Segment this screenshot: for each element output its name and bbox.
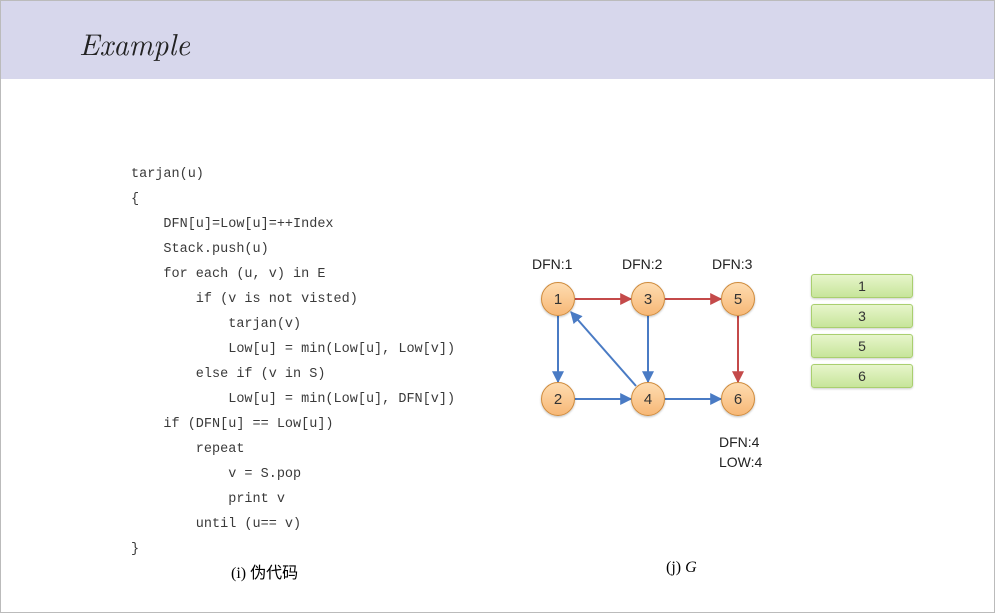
low-label: LOW:4 [719,454,762,470]
caption-left: (i) 伪代码 [231,559,298,583]
stack-visual: 1 3 5 6 [811,274,913,394]
graph-diagram: DFN:1 DFN:2 DFN:3 DFN:4 LOW:4 1 3 5 2 4 6 [529,256,799,486]
slide: Example tarjan(u) { DFN[u]=Low[u]=++Inde… [0,0,995,613]
dfn-label: DFN:1 [532,256,572,272]
caption-right-label: (j) [666,559,681,576]
graph-node: 1 [541,282,575,316]
graph-node: 3 [631,282,665,316]
low-label: DFN:4 [719,434,759,450]
stack-item: 3 [811,304,913,328]
graph-edge [571,312,636,386]
stack-item: 1 [811,274,913,298]
graph-node: 2 [541,382,575,416]
dfn-label: DFN:2 [622,256,662,272]
graph-node: 6 [721,382,755,416]
stack-item: 5 [811,334,913,358]
caption-right-italic: G [685,559,697,576]
dfn-label: DFN:3 [712,256,752,272]
graph-node: 5 [721,282,755,316]
graph-node: 4 [631,382,665,416]
stack-item: 6 [811,364,913,388]
pseudocode-block: tarjan(u) { DFN[u]=Low[u]=++Index Stack.… [131,163,455,563]
slide-title: Example [79,21,190,64]
caption-right: (j) G [666,559,697,577]
